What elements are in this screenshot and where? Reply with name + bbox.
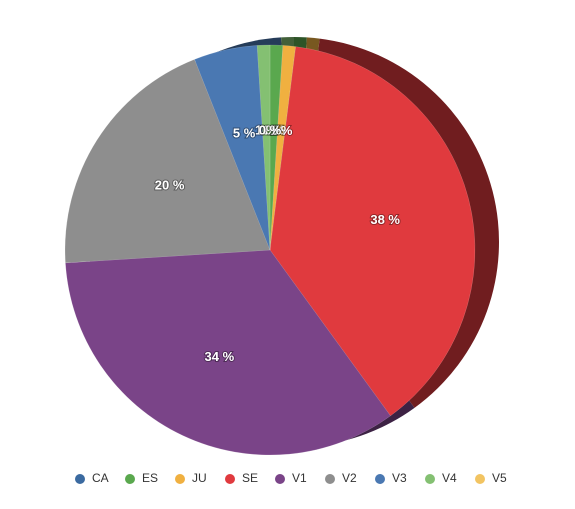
slice [65,249,391,456]
data-label: 5 % [233,125,256,140]
legend-marker [325,474,335,484]
legend-label: CA [92,471,109,485]
data-label: 0 % [259,123,282,138]
legend-marker [175,474,185,484]
legend-label: JU [192,471,207,485]
legend-label: SE [242,471,258,485]
slice [269,45,296,251]
slice [194,45,271,251]
legend-marker [75,474,85,484]
legend-marker [125,474,135,484]
legend-label: V3 [392,471,407,485]
legend-marker [375,474,385,484]
data-labels: 0 %1 %1 %38 %34 %20 %5 % 1 %0 % [154,122,402,365]
slice [269,46,476,417]
data-label: 20 % [155,178,185,193]
data-label: 34 % [205,349,235,364]
data-label: 1 % [255,123,278,138]
legend-marker [475,474,485,484]
legend-label: V1 [292,471,307,485]
slice [269,44,284,251]
legend-marker [425,474,435,484]
data-label: 1 % [263,123,286,138]
legend-marker [225,474,235,484]
legend-label: ES [142,471,158,485]
legend: CA ES JU SE V1 V2 V3 V4 V5 [75,471,507,485]
slice [256,44,271,251]
slice [64,59,271,264]
legend-marker [275,474,285,484]
data-label: 1 % [270,123,293,138]
legend-label: V5 [492,471,507,485]
data-label: 0 % [259,123,282,138]
legend-label: V2 [342,471,357,485]
data-label: 38 % [370,212,400,227]
pie-face [64,44,476,456]
legend-label: V4 [442,471,457,485]
